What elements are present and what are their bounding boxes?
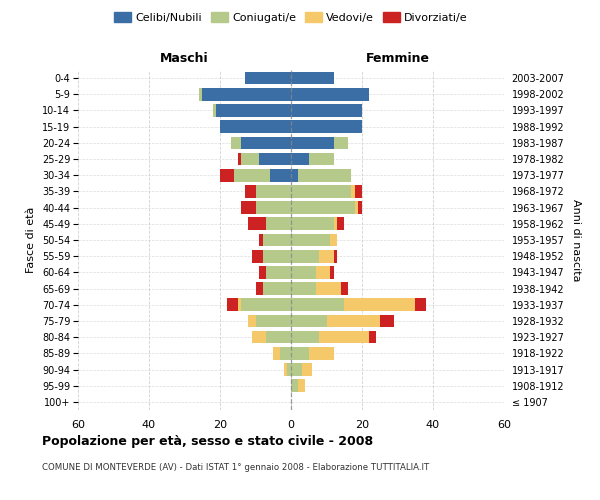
- Bar: [291, 250, 319, 262]
- Bar: [259, 152, 291, 166]
- Bar: [334, 250, 337, 262]
- Bar: [217, 104, 291, 117]
- Bar: [238, 152, 241, 166]
- Bar: [291, 347, 309, 360]
- Bar: [291, 363, 302, 376]
- Bar: [298, 380, 305, 392]
- Bar: [256, 282, 263, 295]
- Bar: [291, 185, 352, 198]
- Bar: [256, 314, 291, 328]
- Bar: [334, 218, 337, 230]
- Bar: [291, 202, 355, 214]
- Bar: [213, 104, 217, 117]
- Bar: [270, 169, 291, 181]
- Bar: [287, 363, 291, 376]
- Bar: [291, 314, 326, 328]
- Bar: [291, 266, 316, 278]
- Bar: [280, 347, 291, 360]
- Bar: [316, 266, 330, 278]
- Bar: [319, 250, 334, 262]
- Text: Femmine: Femmine: [365, 52, 430, 65]
- Legend: Celibi/Nubili, Coniugati/e, Vedovi/e, Divorziati/e: Celibi/Nubili, Coniugati/e, Vedovi/e, Di…: [110, 8, 472, 27]
- Bar: [291, 380, 298, 392]
- Bar: [248, 314, 256, 328]
- Text: COMUNE DI MONTEVERDE (AV) - Dati ISTAT 1° gennaio 2008 - Elaborazione TUTTITALIA: COMUNE DI MONTEVERDE (AV) - Dati ISTAT 1…: [42, 462, 429, 471]
- Bar: [259, 266, 266, 278]
- Bar: [341, 282, 348, 295]
- Bar: [248, 218, 266, 230]
- Bar: [330, 234, 337, 246]
- Bar: [263, 234, 291, 246]
- Bar: [291, 72, 334, 85]
- Bar: [352, 185, 355, 198]
- Bar: [326, 314, 380, 328]
- Bar: [241, 136, 291, 149]
- Bar: [263, 282, 291, 295]
- Bar: [241, 152, 259, 166]
- Bar: [291, 120, 362, 133]
- Bar: [291, 218, 334, 230]
- Y-axis label: Anni di nascita: Anni di nascita: [571, 198, 581, 281]
- Bar: [369, 331, 376, 344]
- Bar: [309, 152, 334, 166]
- Bar: [199, 88, 202, 101]
- Bar: [291, 234, 330, 246]
- Bar: [245, 185, 256, 198]
- Bar: [266, 218, 291, 230]
- Y-axis label: Fasce di età: Fasce di età: [26, 207, 37, 273]
- Bar: [298, 169, 352, 181]
- Bar: [309, 347, 334, 360]
- Bar: [291, 136, 334, 149]
- Bar: [234, 169, 270, 181]
- Bar: [266, 331, 291, 344]
- Bar: [355, 202, 358, 214]
- Bar: [291, 169, 298, 181]
- Bar: [415, 298, 426, 311]
- Bar: [330, 266, 334, 278]
- Bar: [252, 331, 266, 344]
- Bar: [291, 282, 316, 295]
- Bar: [252, 250, 263, 262]
- Bar: [259, 234, 263, 246]
- Text: Maschi: Maschi: [160, 52, 209, 65]
- Bar: [263, 250, 291, 262]
- Bar: [241, 202, 256, 214]
- Text: Popolazione per età, sesso e stato civile - 2008: Popolazione per età, sesso e stato civil…: [42, 435, 373, 448]
- Bar: [316, 282, 341, 295]
- Bar: [319, 331, 369, 344]
- Bar: [358, 202, 362, 214]
- Bar: [220, 120, 291, 133]
- Bar: [238, 298, 241, 311]
- Bar: [256, 202, 291, 214]
- Bar: [291, 104, 362, 117]
- Bar: [291, 331, 319, 344]
- Bar: [302, 363, 312, 376]
- Bar: [245, 72, 291, 85]
- Bar: [230, 136, 241, 149]
- Bar: [344, 298, 415, 311]
- Bar: [334, 136, 348, 149]
- Bar: [380, 314, 394, 328]
- Bar: [220, 169, 234, 181]
- Bar: [241, 298, 291, 311]
- Bar: [291, 152, 309, 166]
- Bar: [227, 298, 238, 311]
- Bar: [355, 185, 362, 198]
- Bar: [256, 185, 291, 198]
- Bar: [273, 347, 280, 360]
- Bar: [337, 218, 344, 230]
- Bar: [291, 298, 344, 311]
- Bar: [284, 363, 287, 376]
- Bar: [266, 266, 291, 278]
- Bar: [291, 88, 369, 101]
- Bar: [202, 88, 291, 101]
